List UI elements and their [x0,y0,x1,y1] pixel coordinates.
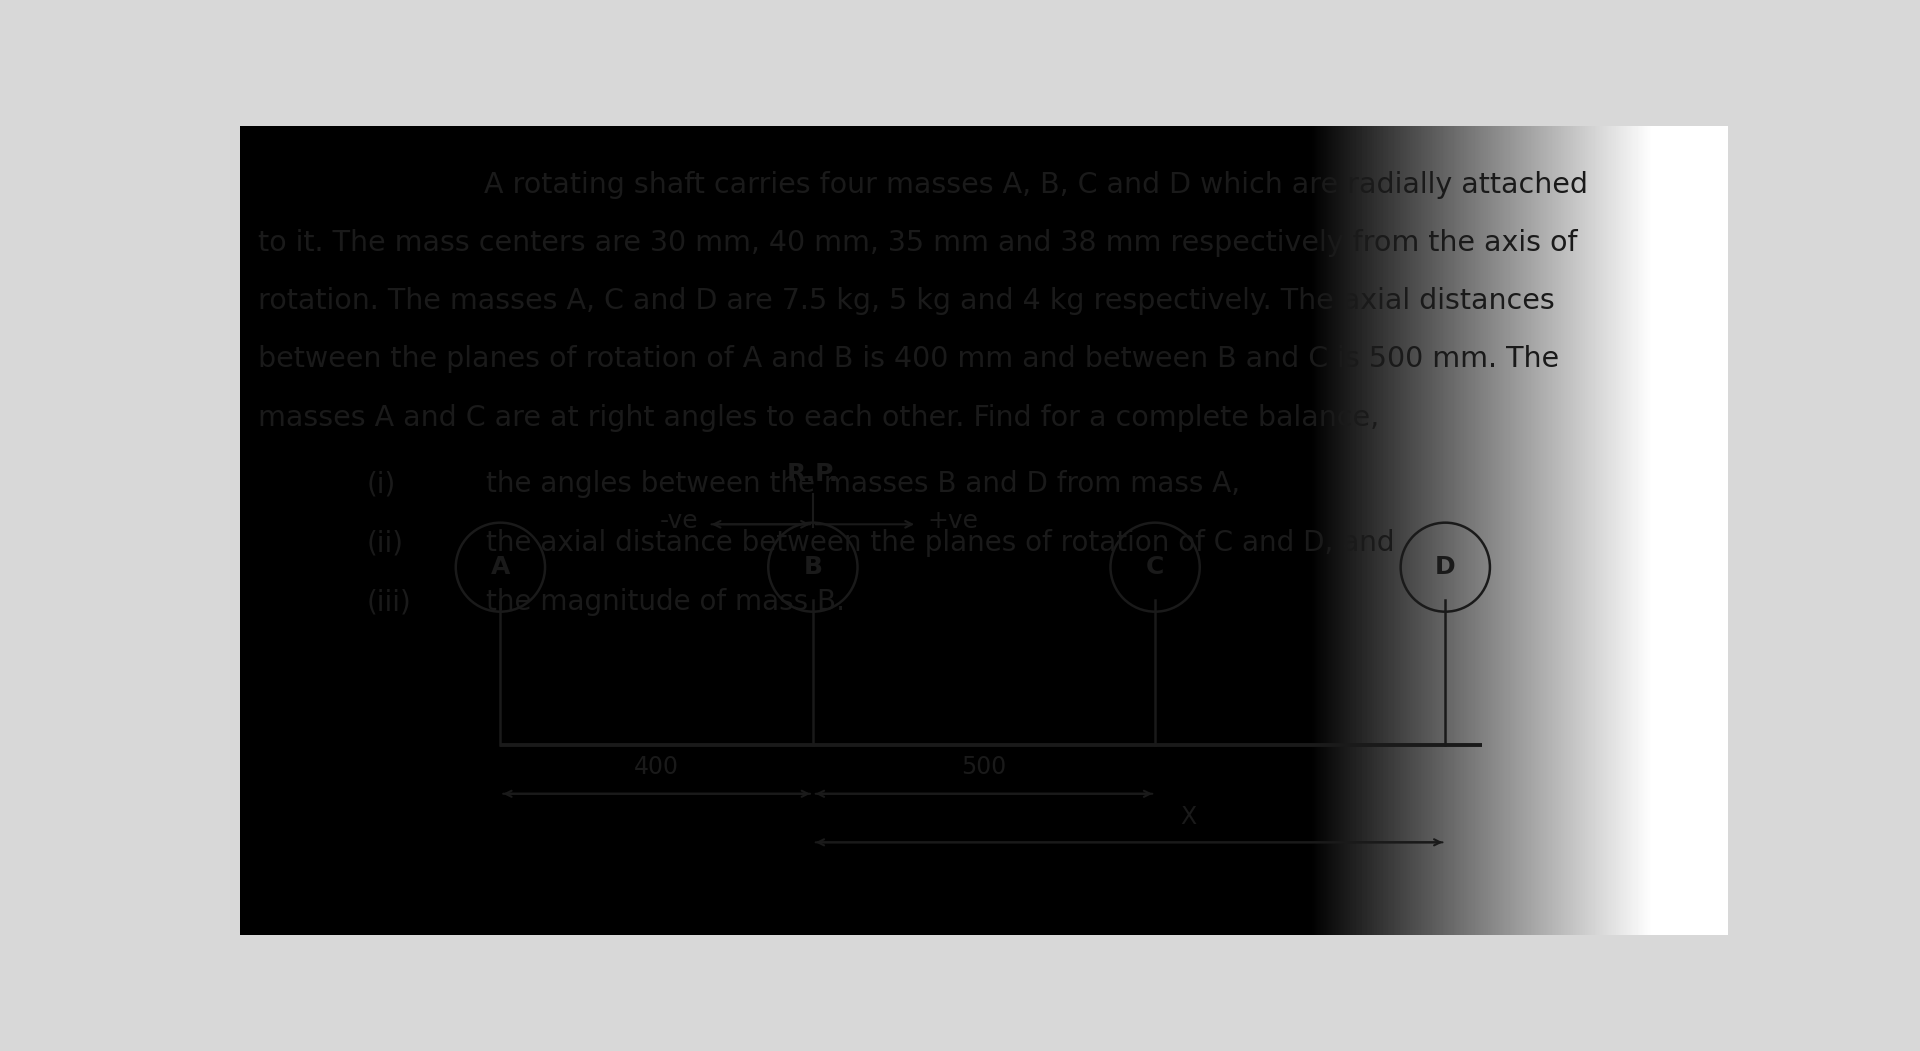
Text: the magnitude of mass B.: the magnitude of mass B. [486,589,845,616]
Text: -ve: -ve [660,509,699,533]
Text: A rotating shaft carries four masses A, B, C and D which are radially attached: A rotating shaft carries four masses A, … [484,170,1588,199]
Text: to it. The mass centers are 30 mm, 40 mm, 35 mm and 38 mm respectively from the : to it. The mass centers are 30 mm, 40 mm… [257,229,1578,256]
Text: 500: 500 [962,756,1006,779]
Text: X: X [1181,805,1196,829]
Text: D: D [1434,555,1455,579]
Text: B: B [803,555,822,579]
Text: 400: 400 [634,756,680,779]
Text: (i): (i) [367,470,396,498]
Text: masses A and C are at right angles to each other. Find for a complete balance,: masses A and C are at right angles to ea… [257,404,1379,432]
Text: R.P.: R.P. [787,462,839,487]
Text: rotation. The masses A, C and D are 7.5 kg, 5 kg and 4 kg respectively. The axia: rotation. The masses A, C and D are 7.5 … [257,287,1555,315]
Text: +ve: +ve [927,509,979,533]
Text: (iii): (iii) [367,589,411,616]
Text: C: C [1146,555,1164,579]
Text: (ii): (ii) [367,529,403,557]
Text: between the planes of rotation of A and B is 400 mm and between B and C is 500 m: between the planes of rotation of A and … [257,346,1559,373]
Text: the axial distance between the planes of rotation of C and D, and: the axial distance between the planes of… [486,529,1394,557]
Text: A: A [492,555,511,579]
Text: the angles between the masses B and D from mass A,: the angles between the masses B and D fr… [486,470,1240,498]
